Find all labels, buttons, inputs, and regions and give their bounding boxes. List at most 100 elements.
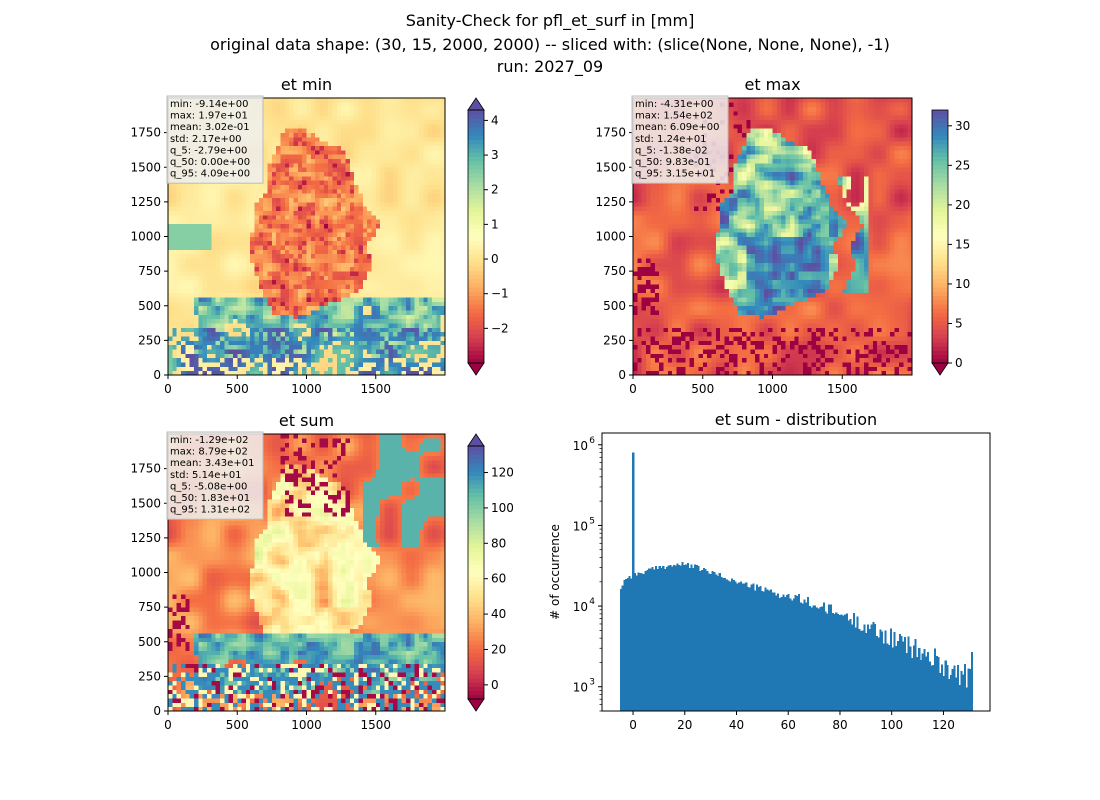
histogram-bar	[893, 632, 896, 711]
colorbar-frame	[931, 109, 949, 364]
x-tick-label: 500	[691, 382, 714, 396]
histogram-bar	[958, 684, 961, 711]
x-tick-label: 500	[226, 382, 249, 396]
colorbar-tick-label: 30	[955, 119, 970, 133]
histogram-bar	[720, 576, 723, 711]
y-tick-label: 0	[153, 704, 161, 718]
histogram-bar	[969, 669, 972, 711]
histogram-bar	[711, 571, 714, 711]
histogram-bar	[757, 587, 760, 711]
histogram-bar	[727, 580, 730, 711]
histogram-bar	[732, 580, 735, 711]
colorbar-frame	[467, 445, 485, 700]
histogram-bar	[676, 563, 679, 711]
histogram-bar	[743, 583, 746, 711]
colorbar-tick-label: 40	[491, 607, 506, 621]
histogram-bar	[937, 657, 940, 711]
histogram-bar	[784, 596, 787, 711]
y-tick-label: 1750	[130, 126, 161, 140]
histogram-bar	[865, 633, 868, 711]
histogram-bar	[750, 584, 753, 711]
stats-line: q_50: 1.83e+01	[170, 493, 250, 504]
histogram-bar	[799, 602, 802, 711]
y-tick-label: 1000	[130, 566, 161, 580]
stats-line: min: -4.31e+00	[635, 99, 714, 110]
histogram-bar	[923, 649, 926, 711]
histogram-bar	[738, 582, 741, 711]
x-tick-label: 500	[226, 718, 249, 732]
histogram-bar	[718, 573, 721, 711]
histogram-bar	[701, 569, 704, 711]
histogram-bar	[935, 656, 938, 711]
histogram-bar	[648, 568, 651, 711]
histogram-bar	[690, 564, 693, 711]
histogram-bar	[621, 585, 624, 711]
histogram-bar	[870, 624, 873, 711]
histogram-bar	[693, 564, 697, 711]
histogram-bar	[909, 646, 912, 711]
histogram-bar	[900, 636, 903, 711]
histogram-bar	[789, 598, 792, 711]
histogram-bar	[656, 569, 659, 711]
colorbar-tick-label: 0	[491, 678, 499, 692]
histogram-bar	[752, 583, 755, 711]
colorbar-tick-label: 0	[955, 356, 963, 370]
histogram-bar	[826, 613, 829, 711]
colorbar-extend-max	[467, 97, 485, 111]
colorbar: 0 20 40 60 80 100 120	[467, 433, 514, 712]
stats-line: q_95: 1.31e+02	[170, 505, 250, 516]
y-tick-label: 1500	[130, 160, 161, 174]
histogram-bar	[944, 660, 947, 711]
histogram-bar	[632, 452, 635, 711]
histogram-bar	[845, 613, 848, 711]
histogram-bar	[960, 670, 963, 711]
colorbar-tick-label: 100	[491, 501, 514, 515]
y-tick-label: 10	[573, 519, 588, 533]
y-tick-label: 250	[138, 669, 161, 683]
histogram-bar	[879, 629, 882, 711]
histogram-bar	[633, 572, 637, 711]
y-tick-label: 1750	[595, 126, 626, 140]
y-tick-label: 500	[138, 299, 161, 313]
histogram-bar	[844, 614, 847, 711]
colorbar-extend-min	[467, 698, 485, 712]
histogram-bar	[951, 668, 954, 711]
histogram-bar	[766, 589, 769, 711]
histogram-bar	[821, 606, 824, 711]
colorbar-tick-label: 15	[955, 237, 970, 251]
histogram-bar	[644, 570, 647, 711]
stats-box	[166, 95, 264, 184]
x-tick-label: 1500	[827, 382, 858, 396]
histogram-bar	[854, 627, 857, 711]
histogram-bar	[852, 612, 855, 711]
y-tick-label: 10	[573, 439, 588, 453]
histogram-bar	[872, 622, 875, 711]
stats-line: mean: 3.02e-01	[170, 122, 250, 133]
histogram-bar	[942, 676, 945, 711]
histogram-bar	[683, 564, 686, 711]
histogram-bar	[971, 651, 974, 711]
histogram-bar	[722, 577, 725, 711]
y-tick-label: 1250	[130, 195, 161, 209]
histogram-bar	[662, 566, 665, 711]
colorbar-tick-label: 1	[491, 217, 499, 231]
histogram-bar	[835, 612, 838, 711]
histogram-bar	[702, 567, 705, 711]
y-tick-label: 750	[138, 264, 161, 278]
x-tick-label: 1500	[360, 718, 391, 732]
stats-line: q_50: 9.83e-01	[635, 157, 710, 168]
histogram-bar	[914, 639, 917, 711]
histogram-bar	[891, 647, 894, 711]
histogram-bar	[888, 644, 891, 711]
histogram-bar	[916, 657, 919, 711]
histogram-bar	[928, 661, 931, 711]
histogram-bar	[953, 665, 956, 711]
histogram-bar	[724, 578, 727, 711]
y-tick-label: 0	[153, 368, 161, 382]
histogram-bar	[776, 593, 780, 711]
colorbar-extend-min	[467, 362, 485, 376]
histogram-bar	[678, 565, 681, 711]
x-tick-label: 1000	[291, 718, 322, 732]
histogram-bar	[635, 575, 638, 711]
y-tick-label: 1000	[130, 230, 161, 244]
